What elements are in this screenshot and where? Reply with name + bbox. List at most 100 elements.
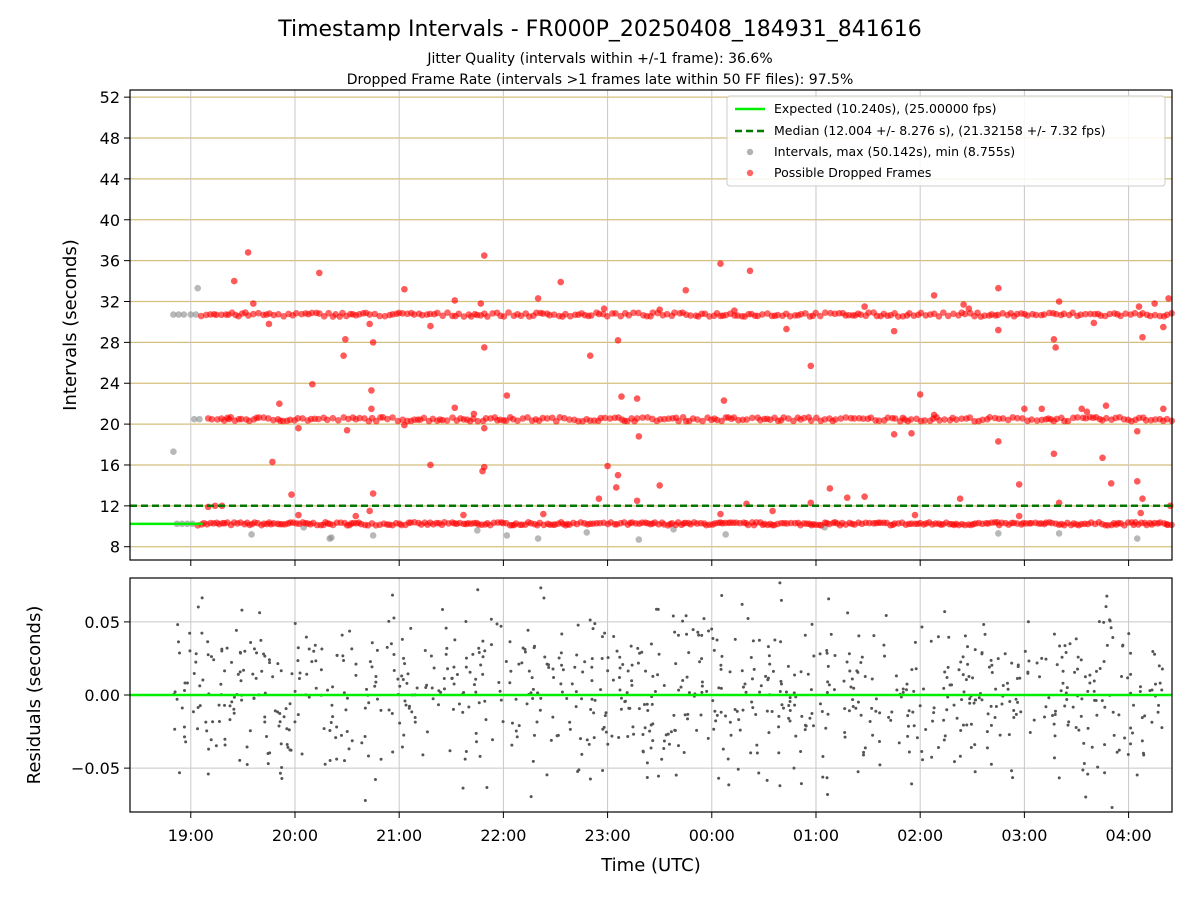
residual-point — [945, 676, 949, 680]
residual-point — [375, 648, 379, 652]
residual-point — [863, 746, 867, 750]
residual-point — [442, 677, 446, 681]
residual-point — [445, 646, 449, 650]
residual-point — [1110, 805, 1114, 809]
dropped-frame-point — [1160, 323, 1167, 331]
residual-point — [619, 696, 623, 700]
residual-point — [719, 710, 723, 714]
residual-point — [921, 687, 925, 691]
residual-point — [331, 715, 335, 719]
residual-point — [777, 714, 781, 718]
residual-point — [755, 751, 759, 755]
residual-point — [1095, 713, 1099, 717]
residual-point — [296, 713, 300, 717]
residual-point — [485, 786, 489, 790]
residual-point — [994, 705, 998, 709]
dropped-frame-point — [315, 269, 323, 277]
residual-point — [1003, 652, 1007, 656]
bottom-y-tick-label: −0.05 — [71, 759, 120, 778]
dropped-frame-point — [420, 414, 428, 422]
residual-point — [444, 652, 448, 656]
residual-point — [942, 686, 946, 690]
residual-point — [617, 675, 621, 679]
residual-point — [1081, 768, 1085, 772]
residual-point — [285, 742, 289, 746]
residual-point — [574, 690, 578, 694]
dropped-frame-point — [604, 462, 611, 470]
residual-point — [714, 719, 718, 723]
residual-point — [354, 673, 358, 677]
dropped-frame-point — [1160, 405, 1167, 413]
dropped-frame-point — [1050, 450, 1058, 458]
residual-point — [543, 655, 547, 659]
residual-point — [196, 605, 200, 609]
residual-point — [788, 719, 792, 723]
residual-point — [551, 715, 555, 719]
dropped-frame-point — [586, 352, 594, 359]
residual-point — [969, 722, 973, 726]
dropped-frame-point — [807, 499, 815, 507]
residual-point — [1117, 748, 1121, 752]
residual-point — [293, 689, 297, 693]
residual-point — [334, 736, 338, 740]
residual-point — [712, 648, 716, 652]
residual-point — [1156, 710, 1160, 714]
dropped-frame-point — [682, 286, 690, 294]
dropped-frame-point — [807, 417, 815, 425]
residual-point — [432, 666, 436, 670]
residual-point — [1052, 756, 1056, 760]
residual-point — [878, 711, 882, 715]
dropped-frame-point — [1074, 414, 1081, 421]
residual-point — [322, 727, 326, 731]
residual-point — [1131, 731, 1135, 735]
residual-point — [286, 745, 290, 749]
residual-point — [744, 690, 748, 694]
residual-point — [1158, 681, 1162, 685]
residual-point — [778, 690, 782, 694]
residual-point — [847, 709, 851, 713]
residual-point — [531, 759, 535, 763]
residual-point — [931, 719, 935, 723]
residual-point — [402, 733, 406, 737]
residual-point — [444, 626, 448, 630]
residual-point — [749, 751, 753, 755]
residual-point — [531, 687, 535, 691]
residual-point — [389, 642, 393, 646]
dropped-frame-point — [1069, 309, 1076, 317]
residual-point — [1090, 745, 1094, 749]
dropped-frame-point — [995, 438, 1002, 445]
residual-point — [285, 727, 289, 731]
residual-point — [741, 708, 745, 712]
residual-point — [307, 647, 311, 651]
residual-point — [638, 651, 642, 655]
residual-point — [961, 723, 965, 727]
residual-point — [314, 659, 318, 663]
residual-point — [392, 616, 396, 620]
residual-point — [961, 655, 965, 659]
residual-point — [1157, 703, 1161, 707]
dropped-frame-point — [480, 424, 488, 432]
residual-point — [367, 701, 371, 705]
residual-point — [278, 712, 282, 716]
residual-point — [943, 734, 947, 738]
residual-point — [1063, 644, 1067, 648]
residual-point — [523, 650, 527, 654]
residual-point — [183, 689, 187, 693]
residual-point — [373, 684, 377, 688]
residual-point — [477, 646, 481, 650]
residual-point — [206, 653, 210, 657]
residual-point — [843, 707, 847, 711]
dropped-frame-point — [369, 339, 377, 346]
residual-point — [1077, 728, 1081, 732]
residual-point — [343, 759, 347, 763]
residual-point — [685, 632, 689, 636]
residual-point — [1053, 713, 1057, 717]
dropped-frame-point — [1122, 310, 1129, 318]
bottom-x-axis: 19:00 20:00 21:00 22:00 23:00 00:00 01:00 02:00… — [168, 812, 1152, 845]
residual-point — [1140, 716, 1144, 720]
dropped-frame-point — [656, 482, 663, 489]
residual-point — [280, 765, 284, 769]
residual-point — [1105, 643, 1109, 647]
residual-point — [862, 750, 866, 754]
